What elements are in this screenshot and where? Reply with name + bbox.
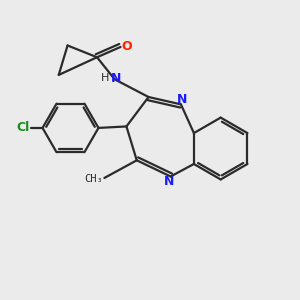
Text: N: N xyxy=(111,72,121,85)
Text: CH₃: CH₃ xyxy=(85,174,104,184)
Text: H: H xyxy=(101,74,110,83)
Text: O: O xyxy=(122,40,132,53)
Text: N: N xyxy=(164,175,174,188)
Text: N: N xyxy=(177,93,188,106)
Text: Cl: Cl xyxy=(17,122,30,134)
